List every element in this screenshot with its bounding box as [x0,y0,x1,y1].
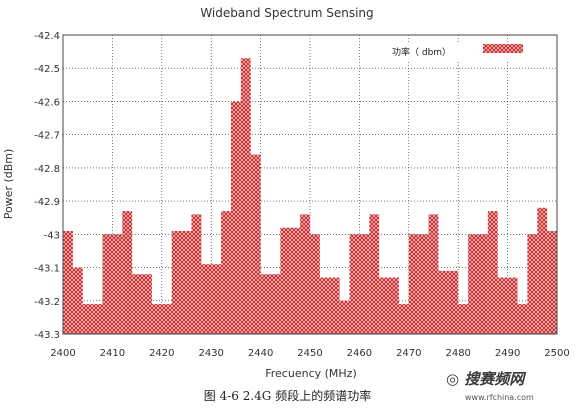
bar [527,234,538,334]
y-tick-label: -42.8 [34,164,60,175]
x-tick-label: 2430 [198,348,223,359]
bar [122,211,133,334]
bar [398,304,409,334]
bar [280,227,291,334]
bar [448,270,459,334]
bar [507,277,518,334]
bar [191,214,202,334]
bar [270,274,281,334]
bar [72,267,83,334]
bar [379,277,390,334]
bar [477,234,488,334]
bar [250,154,261,334]
bar [230,101,241,334]
bar [418,234,429,334]
bar [339,300,350,334]
y-tick-label: -43.3 [34,330,60,341]
bar [438,270,449,334]
figure-caption: 图 4-6 2.4G 频段上的频谱功率 [203,389,372,403]
y-tick-label: -42.7 [34,131,60,142]
bar [201,264,212,334]
x-tick-label: 2480 [445,348,470,359]
bar [458,304,469,334]
y-tick-label: -42.9 [34,197,60,208]
bar [161,304,172,334]
legend: 功率（ dbm） [383,42,551,62]
x-tick-label: 2450 [297,348,322,359]
watermark-url: www.rfchina.com [465,393,534,402]
bar [290,227,301,334]
y-tick-labels: -42.4 -42.5 -42.6 -42.7 -42.8 -42.9 -43 -43.1 -4… [34,31,60,341]
x-tick-label: 2500 [544,348,569,359]
y-tick-label: -43 [44,230,60,241]
x-tick-label: 2470 [396,348,421,359]
bar [300,214,310,334]
bar [92,304,103,334]
bar [517,304,528,334]
x-tick-label: 2490 [495,348,520,359]
y-tick-label: -42.4 [34,31,60,42]
bar [151,304,162,334]
bar [142,274,152,334]
bar [369,214,380,334]
y-tick-label: -42.5 [34,64,60,75]
bar [389,277,399,334]
watermark-logo: ◎ 搜赛频网 [446,370,525,388]
bar [468,234,478,334]
bar [221,211,231,334]
bar [349,234,360,334]
bar [112,234,123,334]
bar [211,264,222,334]
x-tick-labels: 2400 2410 2420 2430 2440 2450 2460 2470 2480 2490… [50,348,569,359]
bar [329,277,340,334]
bar [319,277,330,334]
bars [63,58,557,334]
bar [359,234,370,334]
x-axis-label: Frecuency (MHz) [265,367,357,380]
bar [497,277,508,334]
bar [408,234,419,334]
chart-title: Wideband Spectrum Sensing [200,6,373,20]
y-tick-label: -43.1 [34,264,60,275]
bar [260,274,271,334]
bar [547,231,557,334]
y-tick-label: -42.6 [34,97,60,108]
legend-label: 功率（ dbm） [392,46,451,58]
bar [132,274,143,334]
bar [171,231,182,334]
bar [487,211,498,334]
bar [102,234,113,334]
y-axis-label: Power (dBm) [2,149,15,220]
bar [240,58,251,334]
x-tick-label: 2420 [149,348,174,359]
legend-swatch [483,44,523,53]
bar [537,207,548,334]
x-tick-label: 2460 [347,348,372,359]
x-tick-label: 2410 [100,348,125,359]
bar [428,214,439,334]
y-tick-label: -43.2 [34,297,60,308]
bar [181,231,192,334]
bar [310,234,320,334]
plot-frame [62,34,558,335]
x-tick-label: 2400 [50,348,75,359]
bar [63,231,73,334]
bar [82,304,93,334]
x-tick-label: 2440 [248,348,273,359]
